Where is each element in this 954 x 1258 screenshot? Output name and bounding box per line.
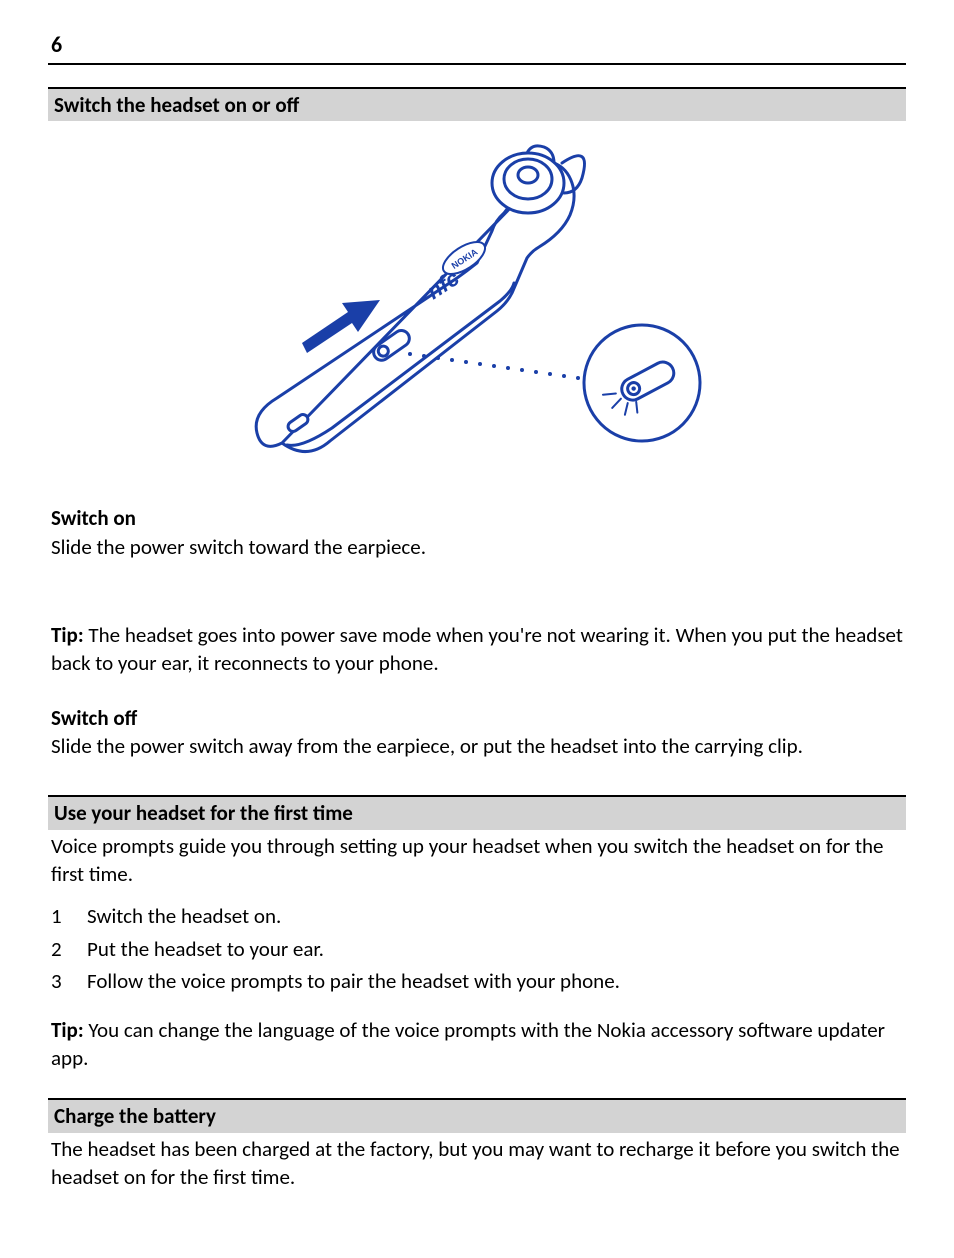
list-item: 2 Put the headset to your ear.: [51, 935, 906, 963]
charge-body: The headset has been charged at the fact…: [51, 1135, 906, 1192]
page-number: 6: [48, 30, 906, 65]
section-heading-charge: Charge the battery: [48, 1098, 906, 1132]
list-item: 3 Follow the voice prompts to pair the he…: [51, 967, 906, 995]
section-heading-switch: Switch the headset on or off: [48, 87, 906, 121]
setup-steps: 1 Switch the headset on. 2 Put the headset…: [51, 902, 906, 995]
tip-label: Tip:: [51, 1017, 84, 1043]
tip-body: You can change the language of the voice…: [51, 1017, 885, 1071]
step-number: 1: [51, 902, 65, 930]
list-item: 1 Switch the headset on.: [51, 902, 906, 930]
switch-off-body: Slide the power switch away from the ear…: [51, 732, 906, 760]
step-number: 2: [51, 935, 65, 963]
step-text: Put the headset to your ear.: [87, 935, 324, 963]
step-text: Switch the headset on.: [87, 902, 281, 930]
tip-power-save: Tip: The headset goes into power save mo…: [51, 621, 906, 678]
tip-body: The headset goes into power save mode wh…: [51, 622, 903, 676]
headset-illustration: NOKIA nfc: [48, 123, 906, 490]
tip-language: Tip: You can change the language of the …: [51, 1016, 906, 1073]
tip-label: Tip:: [51, 622, 84, 648]
step-text: Follow the voice prompts to pair the hea…: [87, 967, 620, 995]
section-heading-firsttime: Use your headset for the first time: [48, 795, 906, 829]
switch-on-heading: Switch on: [51, 504, 906, 532]
switch-off-heading: Switch off: [51, 704, 906, 732]
switch-on-body: Slide the power switch toward the earpie…: [51, 533, 906, 561]
step-number: 3: [51, 967, 65, 995]
first-time-intro: Voice prompts guide you through setting …: [51, 832, 906, 889]
